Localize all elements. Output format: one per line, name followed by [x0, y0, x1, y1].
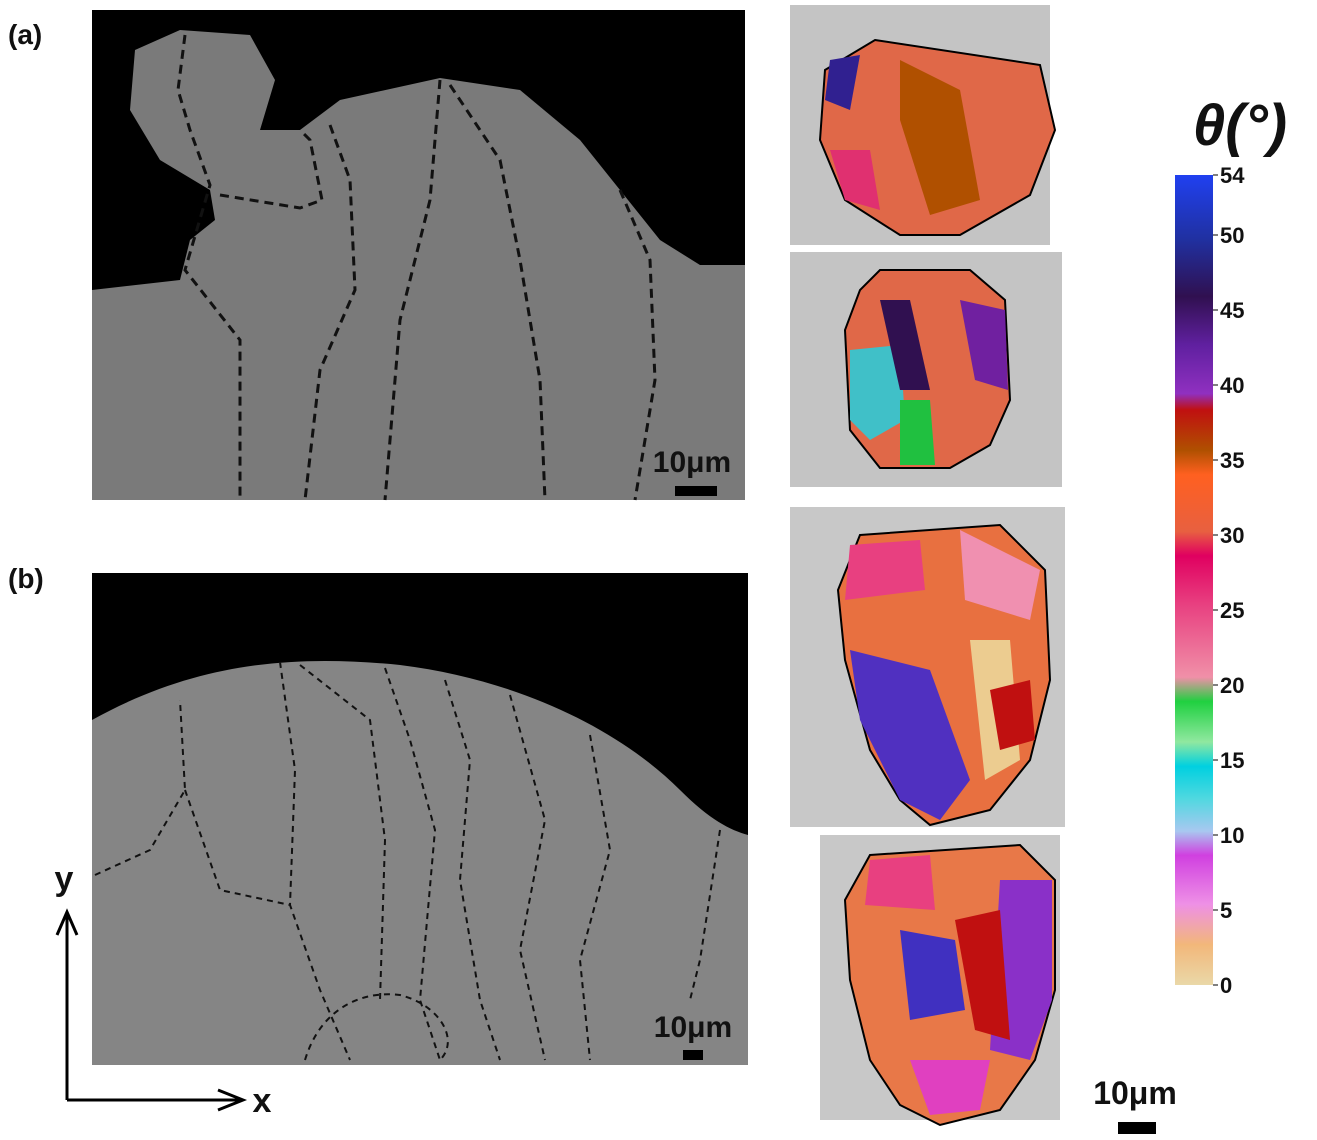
colorbar-tick-label: 20: [1220, 673, 1244, 698]
panel-b: 10μm (b): [8, 563, 748, 1065]
panel-label: (a): [8, 19, 42, 50]
colorbar-tick-label: 45: [1220, 298, 1244, 323]
axis-label-y: y: [55, 860, 74, 898]
colorbar-tick-label: 54: [1220, 163, 1245, 188]
colorbar-tick-label: 40: [1220, 373, 1244, 398]
figure: 10μm (a) 10μm (b) y x: [0, 0, 1317, 1135]
grain-maps: 10μm: [790, 5, 1177, 1134]
colorbar-tick-label: 15: [1220, 748, 1244, 773]
scale-label: 10μm: [653, 446, 731, 479]
colorbar-tick-label: 5: [1220, 898, 1232, 923]
grain-region: [865, 855, 935, 910]
colorbar-tick-label: 0: [1220, 973, 1232, 998]
scale-label: 10μm: [654, 1011, 732, 1044]
grain-region: [900, 930, 965, 1020]
panel-a: 10μm (a): [8, 10, 745, 500]
grain-region: [900, 400, 935, 465]
axis-label-x: x: [253, 1082, 272, 1120]
colorbar-tick-label: 25: [1220, 598, 1244, 623]
scale-label: 10μm: [1093, 1075, 1177, 1111]
colorbar-tick-label: 30: [1220, 523, 1244, 548]
panel-label: (b): [8, 563, 44, 594]
colorbar-scale: [1175, 175, 1213, 985]
colorbar-tick-label: 10: [1220, 823, 1244, 848]
colorbar-tick-label: 35: [1220, 448, 1244, 473]
colorbar-tick-label: 50: [1220, 223, 1244, 248]
scale-bar: [1118, 1122, 1156, 1134]
grain-region: [845, 540, 925, 600]
scale-bar: [683, 1050, 703, 1060]
colorbar: θ(°) 0 5 10 15 20 25 30 35 40 45 50 54: [1175, 93, 1287, 998]
colorbar-label: θ(°): [1193, 93, 1287, 158]
scale-bar: [675, 486, 717, 496]
